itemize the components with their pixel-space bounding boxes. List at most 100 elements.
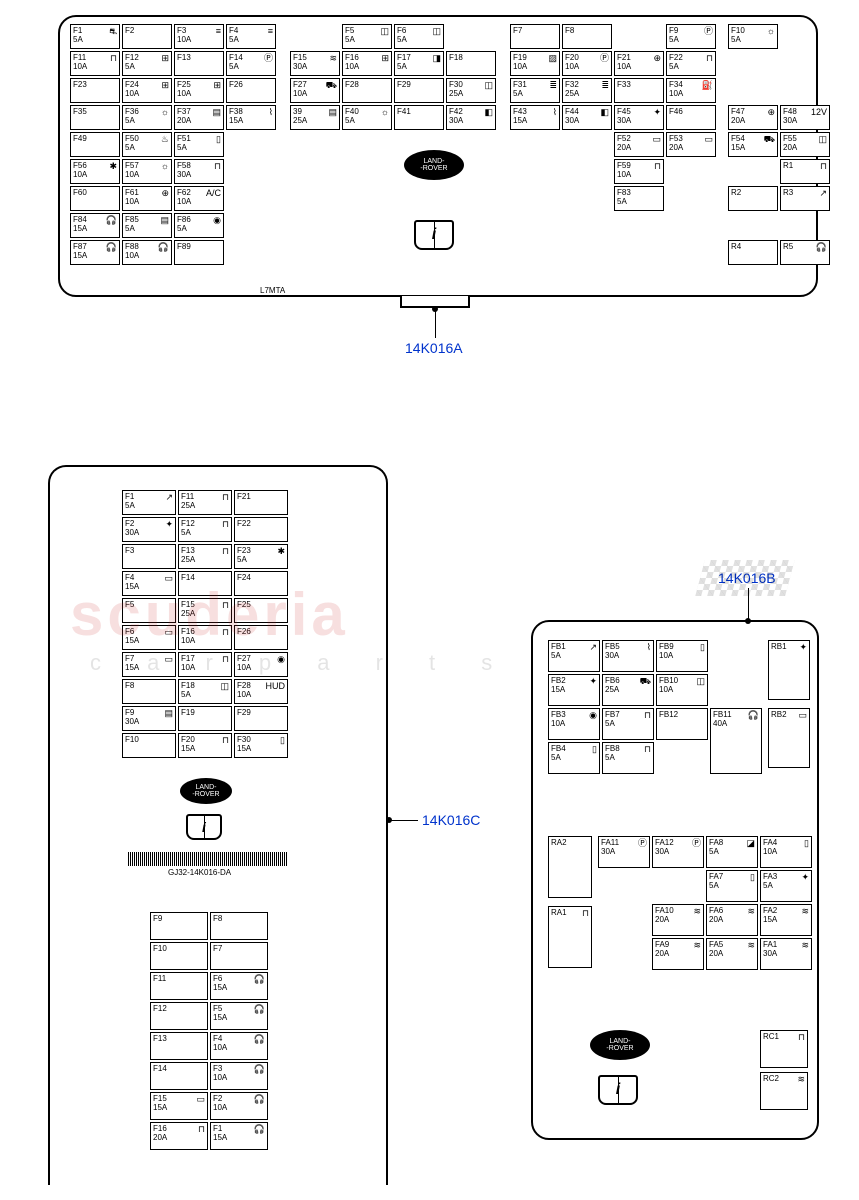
info-book-icon: i: [414, 220, 454, 250]
fuse-f3: F3: [122, 544, 176, 569]
leader-b: [748, 588, 749, 620]
fuse-f7: F7: [510, 24, 560, 49]
fuse-rc1: RC1⊓: [760, 1030, 808, 1068]
callout-c: 14K016C: [422, 812, 480, 828]
fuse-f51: F515A▯: [174, 132, 224, 157]
fuse-f60: F60: [70, 186, 120, 211]
fuse-39: 3925A▤: [290, 105, 340, 130]
fuse-fb7: FB75A⊓: [602, 708, 654, 740]
fuse-r5: R5🎧: [780, 240, 830, 265]
fuse-rb1: RB1✦: [768, 640, 810, 700]
fuse-f25: F2510A⊞: [174, 78, 224, 103]
land-rover-logo-b: LAND- -ROVER: [590, 1030, 650, 1060]
info-book-icon-b: i: [598, 1075, 638, 1105]
fuse-f14: F14: [178, 571, 232, 596]
fuse-f16: F1620A⊓: [150, 1122, 208, 1150]
fuse-f20: F2015A⊓: [178, 733, 232, 758]
fuse-f40: F405A☼: [342, 105, 392, 130]
fuse-f5: F55A◫: [342, 24, 392, 49]
fuse-r3: R3↗: [780, 186, 830, 211]
fuse-rb2: RB2▭: [768, 708, 810, 768]
fuse-fb4: FB45A▯: [548, 742, 600, 774]
fuse-f41: F41: [394, 105, 444, 130]
fuse-f43: F4315A⌇: [510, 105, 560, 130]
fuse-f33: F33: [614, 78, 664, 103]
fuse-fa10: FA1020A≋: [652, 904, 704, 936]
fuse-fa6: FA620A≋: [706, 904, 758, 936]
fuse-f8: F8: [562, 24, 612, 49]
fuse-f8: F8: [122, 679, 176, 704]
fuse-f42: F4230A◧: [446, 105, 496, 130]
fuse-f2: F230A✦: [122, 517, 176, 542]
fuse-f26: F26: [234, 625, 288, 650]
fuse-f22: F22: [234, 517, 288, 542]
fuse-f18: F18: [446, 51, 496, 76]
fuse-f56: F5610A✱: [70, 159, 120, 184]
fuse-f29: F29: [394, 78, 444, 103]
fuse-f24: F2410A⊞: [122, 78, 172, 103]
fuse-f10: F10: [150, 942, 208, 970]
fuse-f28: F2810AHUD: [234, 679, 288, 704]
fuse-f4: F45A≡: [226, 24, 276, 49]
fuse-f4: F415A▭: [122, 571, 176, 596]
fuse-fb1: FB15A↗: [548, 640, 600, 672]
fuse-f61: F6110A⊕: [122, 186, 172, 211]
fuse-fa12: FA1230AⓅ: [652, 836, 704, 868]
fuse-f27: F2710A◉: [234, 652, 288, 677]
fuse-f89: F89: [174, 240, 224, 265]
land-rover-logo-c: LAND- -ROVER: [180, 778, 232, 804]
fuse-f3: F310A🎧: [210, 1062, 268, 1090]
fuse-f1: F115A🎧: [210, 1122, 268, 1150]
fuse-f30: F3015A▯: [234, 733, 288, 758]
fuse-f87: F8715A🎧: [70, 240, 120, 265]
fuse-f21: F2110A⊕: [614, 51, 664, 76]
fuse-f5: F5: [122, 598, 176, 623]
fuse-f19: F1910A▨: [510, 51, 560, 76]
fuse-f18: F185A◫: [178, 679, 232, 704]
fuse-fa3: FA35A✦: [760, 870, 812, 902]
logo-line2: -ROVER: [420, 165, 447, 172]
fuse-f54: F5415A⛟: [728, 132, 778, 157]
fuse-f9: F95AⓅ: [666, 24, 716, 49]
panel-c-partno: GJ32-14K016-DA: [168, 868, 231, 877]
fuse-f6: F65A◫: [394, 24, 444, 49]
fuse-f19: F19: [178, 706, 232, 731]
fuse-f11: F11: [150, 972, 208, 1000]
fuse-f84: F8415A🎧: [70, 213, 120, 238]
fuse-f5: F515A🎧: [210, 1002, 268, 1030]
fuse-f10: F10: [122, 733, 176, 758]
fuse-f7: F715A▭: [122, 652, 176, 677]
logo-line1: LAND-: [423, 158, 444, 165]
fuse-fa8: FA85A◪: [706, 836, 758, 868]
fuse-f35: F35: [70, 105, 120, 130]
fuse-f30: F3025A◫: [446, 78, 496, 103]
fuse-fb6: FB625A⛟: [602, 674, 654, 706]
fuse-f15: F1515A▭: [150, 1092, 208, 1120]
fuse-fa7: FA75A▯: [706, 870, 758, 902]
fuse-f38: F3815A⌇: [226, 105, 276, 130]
fuse-f26: F26: [226, 78, 276, 103]
fuse-f48: F4830A12V: [780, 105, 830, 130]
fuse-f58: F5830A⊓: [174, 159, 224, 184]
fuse-f14: F145AⓅ: [226, 51, 276, 76]
fuse-f85: F855A▤: [122, 213, 172, 238]
panel-a-code: L7MTA: [260, 286, 285, 295]
fuse-fa1: FA130A≋: [760, 938, 812, 970]
fuse-f4: F410A🎧: [210, 1032, 268, 1060]
fuse-f14: F14: [150, 1062, 208, 1090]
fuse-f88: F8810A🎧: [122, 240, 172, 265]
fuse-f16: F1610A⊓: [178, 625, 232, 650]
fuse-f62: F6210AA/C: [174, 186, 224, 211]
fuse-ra1: RA1⊓: [548, 906, 592, 968]
fuse-f25: F25: [234, 598, 288, 623]
land-rover-logo: LAND- -ROVER: [404, 150, 464, 180]
fuse-f11: F1110A⊓: [70, 51, 120, 76]
fuse-f59: F5910A⊓: [614, 159, 664, 184]
fuse-f1: F15A⛐: [70, 24, 120, 49]
fuse-r4: R4: [728, 240, 778, 265]
fuse-f23: F23: [70, 78, 120, 103]
fuse-f8: F8: [210, 912, 268, 940]
fuse-f17: F1710A⊓: [178, 652, 232, 677]
fuse-f12: F125A⊓: [178, 517, 232, 542]
fuse-f21: F21: [234, 490, 288, 515]
